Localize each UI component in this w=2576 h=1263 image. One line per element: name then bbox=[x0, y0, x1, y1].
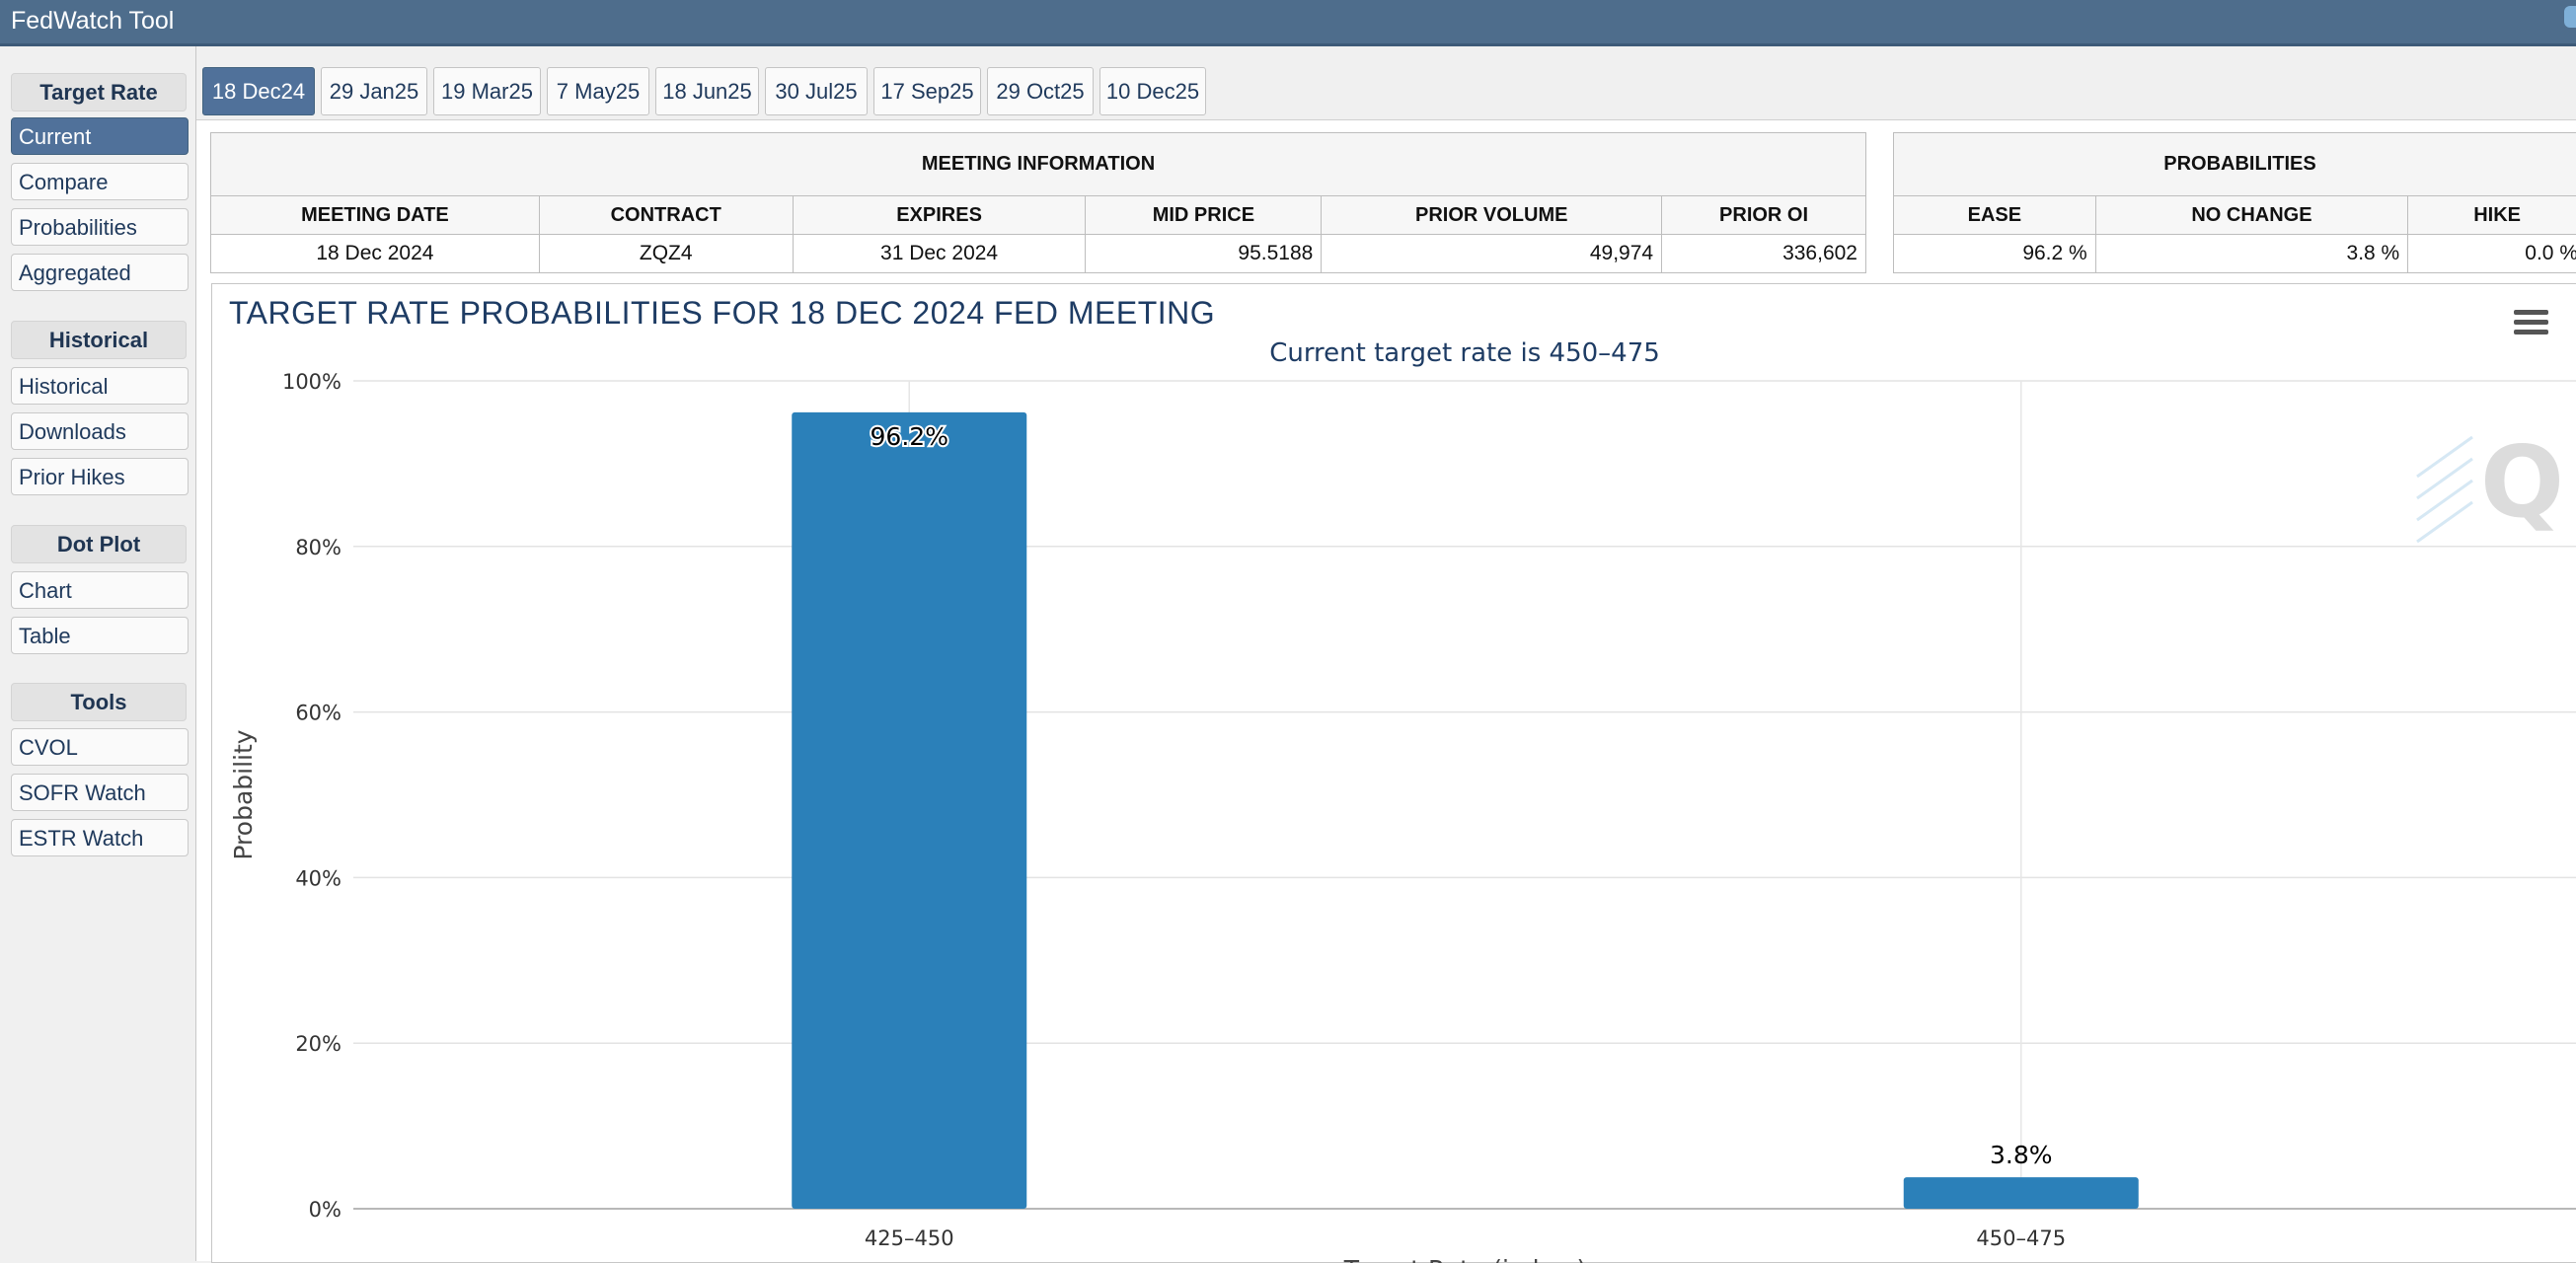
sidebar-section-historical: Historical bbox=[11, 321, 187, 359]
x-tick-label: 450–475 bbox=[1976, 1226, 2066, 1250]
sidebar-section-dot-plot: Dot Plot bbox=[11, 525, 187, 563]
x-tick-label: 425–450 bbox=[865, 1226, 954, 1250]
cme-logo-watermark-icon: Q bbox=[2480, 424, 2564, 540]
y-tick-label: 60% bbox=[295, 702, 341, 725]
y-tick-label: 80% bbox=[295, 536, 341, 559]
prior-oi-value: 336,602 bbox=[1662, 235, 1866, 273]
watermark-stroke bbox=[2417, 502, 2472, 542]
y-tick-label: 20% bbox=[295, 1032, 341, 1056]
x-axis-title: Target Rate (in bps) bbox=[1343, 1255, 1587, 1263]
probabilities-heading: PROBABILITIES bbox=[1894, 133, 2576, 196]
hike-value: 0.0 % bbox=[2408, 235, 2576, 273]
tab-10-dec25[interactable]: 10 Dec25 bbox=[1099, 67, 1206, 115]
sidebar-item-current[interactable]: Current bbox=[11, 117, 189, 155]
sidebar-item-compare[interactable]: Compare bbox=[11, 163, 189, 200]
y-tick-label: 40% bbox=[295, 866, 341, 890]
sidebar-section-target-rate: Target Rate bbox=[11, 73, 187, 111]
expires-value: 31 Dec 2024 bbox=[793, 235, 1086, 273]
app-titlebar: FedWatch Tool bbox=[0, 0, 2576, 46]
sidebar-item-probabilities[interactable]: Probabilities bbox=[11, 208, 189, 246]
sidebar-item-aggregated[interactable]: Aggregated bbox=[11, 254, 189, 291]
col-meeting-date: MEETING DATE bbox=[211, 196, 540, 235]
tab-30-jul25[interactable]: 30 Jul25 bbox=[765, 67, 868, 115]
sidebar-section-tools: Tools bbox=[11, 683, 187, 721]
col-hike: HIKE bbox=[2408, 196, 2576, 235]
probabilities-table: PROBABILITIES EASE NO CHANGE HIKE 96.2 %… bbox=[1893, 132, 2576, 273]
y-tick-label: 100% bbox=[282, 370, 341, 394]
meeting-info-table: MEETING INFORMATION MEETING DATE CONTRAC… bbox=[210, 132, 1866, 273]
bar-425-450 bbox=[792, 412, 1026, 1209]
tab-7-may25[interactable]: 7 May25 bbox=[547, 67, 649, 115]
sidebar-item-table[interactable]: Table bbox=[11, 617, 189, 654]
sidebar-item-cvol[interactable]: CVOL bbox=[11, 728, 189, 766]
data-label: 3.8% bbox=[1990, 1141, 2053, 1169]
probability-chart: Q Current target rate is 450–475 0% 20% 40% 6… bbox=[212, 284, 2576, 1262]
mid-price-value: 95.5188 bbox=[1086, 235, 1322, 273]
tab-29-jan25[interactable]: 29 Jan25 bbox=[321, 67, 427, 115]
data-label: 96.2% bbox=[871, 422, 948, 451]
no-change-value: 3.8 % bbox=[2095, 235, 2408, 273]
watermark-stroke bbox=[2417, 481, 2472, 520]
chart-subtitle: Current target rate is 450–475 bbox=[1269, 338, 1660, 368]
tab-19-mar25[interactable]: 19 Mar25 bbox=[433, 67, 541, 115]
y-axis-title: Probability bbox=[229, 729, 258, 859]
sidebar-item-prior-hikes[interactable]: Prior Hikes bbox=[11, 458, 189, 495]
chart-panel: TARGET RATE PROBABILITIES FOR 18 DEC 202… bbox=[211, 283, 2576, 1263]
contract-value: ZQZ4 bbox=[539, 235, 793, 273]
watermark-stroke bbox=[2417, 437, 2472, 477]
prior-volume-value: 49,974 bbox=[1322, 235, 1662, 273]
sidebar-item-chart[interactable]: Chart bbox=[11, 571, 189, 609]
sidebar: Target Rate Current Compare Probabilities Ag… bbox=[0, 46, 196, 1261]
meeting-date-value: 18 Dec 2024 bbox=[211, 235, 540, 273]
col-ease: EASE bbox=[1894, 196, 2096, 235]
col-no-change: NO CHANGE bbox=[2095, 196, 2408, 235]
tab-18-dec24[interactable]: 18 Dec24 bbox=[202, 67, 315, 115]
bar-450-475 bbox=[1904, 1177, 2139, 1209]
col-prior-oi: PRIOR OI bbox=[1662, 196, 1866, 235]
sidebar-item-historical[interactable]: Historical bbox=[11, 367, 189, 405]
col-contract: CONTRACT bbox=[539, 196, 793, 235]
tab-18-jun25[interactable]: 18 Jun25 bbox=[655, 67, 759, 115]
sidebar-item-estr-watch[interactable]: ESTR Watch bbox=[11, 819, 189, 856]
tab-17-sep25[interactable]: 17 Sep25 bbox=[873, 67, 981, 115]
app-title: FedWatch Tool bbox=[11, 7, 174, 36]
ease-value: 96.2 % bbox=[1894, 235, 2096, 273]
col-prior-volume: PRIOR VOLUME bbox=[1322, 196, 1662, 235]
col-expires: EXPIRES bbox=[793, 196, 1086, 235]
tab-29-oct25[interactable]: 29 Oct25 bbox=[987, 67, 1094, 115]
meeting-info-heading: MEETING INFORMATION bbox=[211, 133, 1866, 196]
sidebar-item-sofr-watch[interactable]: SOFR Watch bbox=[11, 774, 189, 811]
watermark-stroke bbox=[2417, 459, 2472, 498]
y-tick-label: 0% bbox=[309, 1198, 341, 1222]
sidebar-item-downloads[interactable]: Downloads bbox=[11, 412, 189, 450]
twitter-icon[interactable] bbox=[2564, 6, 2576, 28]
col-mid-price: MID PRICE bbox=[1086, 196, 1322, 235]
